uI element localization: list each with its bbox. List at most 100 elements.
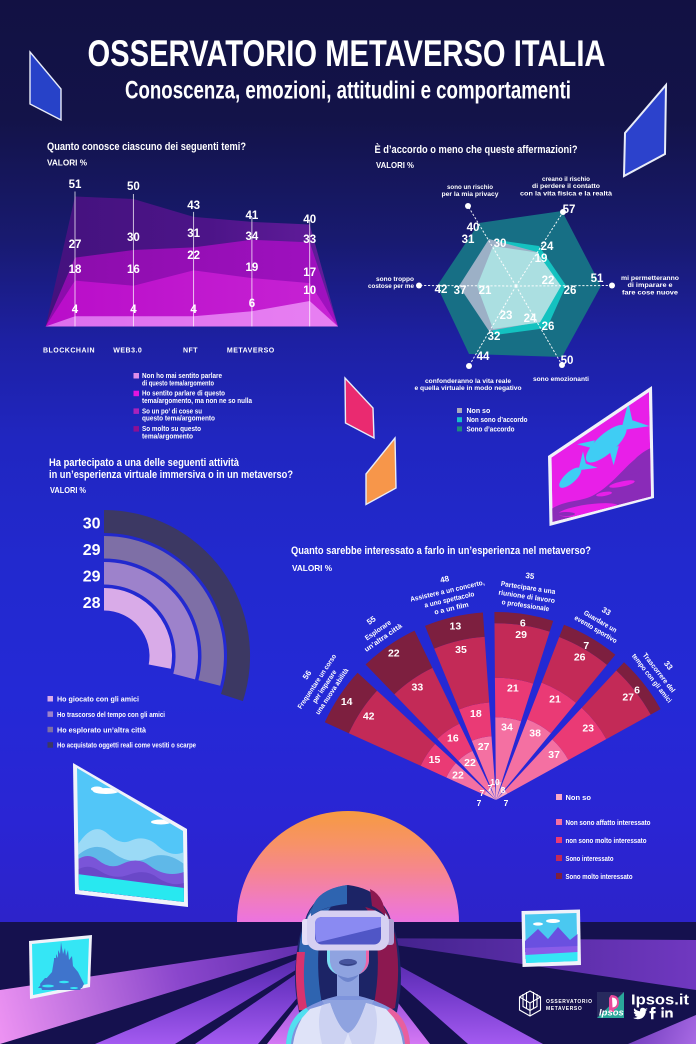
svg-text:7: 7	[488, 783, 493, 793]
svg-text:15: 15	[429, 754, 441, 766]
svg-text:6: 6	[520, 618, 526, 630]
svg-text:24: 24	[541, 241, 554, 253]
svg-text:34: 34	[246, 231, 259, 243]
svg-text:16: 16	[127, 264, 140, 276]
svg-text:METAVERSO: METAVERSO	[227, 348, 275, 355]
svg-text:mi permetteranno: mi permetteranno	[621, 275, 679, 282]
svg-text:22: 22	[187, 250, 200, 262]
svg-text:34: 34	[501, 722, 513, 734]
svg-text:Non so: Non so	[467, 408, 491, 415]
svg-text:23: 23	[582, 723, 594, 735]
svg-text:sono un rischio: sono un rischio	[447, 184, 493, 191]
svg-text:sono troppo: sono troppo	[376, 276, 414, 283]
svg-text:26: 26	[564, 285, 577, 297]
svg-text:14: 14	[341, 696, 353, 708]
svg-text:OSSERVATORIO: OSSERVATORIO	[546, 999, 593, 1005]
svg-text:32: 32	[488, 331, 501, 343]
svg-text:17: 17	[303, 267, 316, 279]
svg-text:22: 22	[388, 648, 400, 660]
svg-text:di perdere il contatto: di perdere il contatto	[532, 183, 600, 190]
svg-text:18: 18	[69, 264, 82, 276]
svg-text:50: 50	[561, 355, 574, 367]
svg-text:Quanto sarebbe interessato a f: Quanto sarebbe interessato a farlo in un…	[291, 545, 591, 557]
svg-text:6: 6	[634, 684, 640, 696]
svg-text:30: 30	[83, 516, 101, 533]
svg-text:55: 55	[365, 614, 378, 627]
svg-text:in un’esperienza virtuale imme: in un’esperienza virtuale immersiva o in…	[49, 469, 293, 481]
svg-text:non sono molto interessato: non sono molto interessato	[566, 836, 647, 845]
svg-text:21: 21	[549, 694, 561, 706]
svg-text:27: 27	[622, 691, 634, 703]
svg-text:7: 7	[480, 788, 485, 798]
svg-text:Sono molto interessato: Sono molto interessato	[566, 872, 633, 881]
svg-text:questo tema/argomento: questo tema/argomento	[142, 416, 215, 423]
svg-text:42: 42	[435, 284, 448, 296]
svg-text:4: 4	[72, 304, 79, 316]
svg-text:WEB3.0: WEB3.0	[113, 348, 142, 355]
svg-text:42: 42	[363, 710, 375, 722]
svg-text:57: 57	[563, 204, 576, 216]
svg-text:30: 30	[127, 232, 140, 244]
svg-text:Non sono affatto interessato: Non sono affatto interessato	[566, 818, 651, 827]
svg-text:40: 40	[467, 222, 480, 234]
svg-text:VALORI %: VALORI %	[376, 160, 414, 170]
svg-text:4: 4	[130, 304, 137, 316]
svg-text:Non so: Non so	[566, 793, 592, 802]
svg-text:7: 7	[477, 798, 482, 808]
svg-text:50: 50	[127, 181, 140, 193]
svg-text:33: 33	[600, 605, 613, 618]
svg-text:21: 21	[507, 683, 519, 695]
svg-text:29: 29	[83, 569, 101, 586]
svg-text:costose per me: costose per me	[368, 283, 414, 290]
svg-text:23: 23	[500, 310, 513, 322]
svg-text:30: 30	[494, 238, 507, 250]
svg-text:13: 13	[450, 620, 462, 632]
svg-text:43: 43	[187, 200, 200, 212]
svg-text:37: 37	[454, 285, 467, 297]
svg-text:Quanto conosce ciascuno dei se: Quanto conosce ciascuno dei seguenti tem…	[47, 141, 246, 153]
svg-text:Sono interessato: Sono interessato	[566, 854, 614, 863]
svg-text:sono emozionanti: sono emozionanti	[533, 376, 589, 383]
svg-text:METAVERSO: METAVERSO	[546, 1006, 582, 1012]
svg-text:fare cose nuove: fare cose nuove	[622, 289, 678, 296]
svg-text:So un po’ di cose su: So un po’ di cose su	[142, 408, 202, 415]
svg-text:40: 40	[303, 214, 316, 226]
svg-text:Sono d’accordo: Sono d’accordo	[467, 426, 515, 433]
svg-text:per la mia privacy: per la mia privacy	[442, 191, 499, 198]
svg-text:tema/argomento, ma non ne so n: tema/argomento, ma non ne so nulla	[142, 398, 252, 405]
svg-text:48: 48	[439, 574, 450, 585]
svg-text:44: 44	[477, 351, 490, 363]
svg-text:Conoscenza, emozioni, attitudi: Conoscenza, emozioni, attitudini e compo…	[125, 77, 571, 105]
svg-text:10: 10	[303, 285, 316, 297]
svg-text:16: 16	[447, 733, 459, 745]
svg-text:51: 51	[69, 179, 82, 191]
svg-text:So molto su questo: So molto su questo	[142, 426, 201, 433]
svg-text:56: 56	[301, 668, 314, 681]
svg-text:22: 22	[452, 770, 464, 782]
svg-text:NFT: NFT	[183, 348, 198, 355]
svg-text:7: 7	[583, 640, 589, 652]
svg-text:Ho sentito parlare di questo: Ho sentito parlare di questo	[142, 391, 225, 398]
svg-text:Ipsos: Ipsos	[599, 1008, 624, 1019]
svg-text:24: 24	[524, 313, 537, 325]
svg-text:tema/argomento: tema/argomento	[142, 433, 193, 440]
svg-text:VALORI %: VALORI %	[292, 563, 332, 573]
svg-text:Ho acquistato oggetti reali co: Ho acquistato oggetti reali come vestiti…	[57, 741, 196, 750]
svg-text:37: 37	[548, 749, 560, 761]
svg-text:27: 27	[478, 741, 490, 753]
svg-text:creano il rischio: creano il rischio	[542, 176, 590, 183]
svg-text:7: 7	[504, 798, 509, 808]
svg-text:BLOCKCHAIN: BLOCKCHAIN	[43, 348, 95, 355]
svg-text:VALORI %: VALORI %	[50, 485, 86, 495]
svg-text:Ha partecipato a una delle seg: Ha partecipato a una delle seguenti atti…	[49, 457, 240, 469]
svg-text:Ho esplorato un’altra città: Ho esplorato un’altra città	[57, 725, 147, 734]
svg-text:Non ho mai sentito parlare: Non ho mai sentito parlare	[142, 373, 222, 380]
svg-text:OSSERVATORIO METAVERSO ITALIA: OSSERVATORIO METAVERSO ITALIA	[88, 33, 606, 74]
svg-text:27: 27	[69, 239, 82, 251]
svg-text:33: 33	[303, 234, 316, 246]
svg-text:26: 26	[542, 321, 555, 333]
svg-text:4: 4	[190, 304, 197, 316]
svg-text:33: 33	[412, 682, 424, 694]
svg-text:Ho giocato con gli amici: Ho giocato con gli amici	[57, 695, 139, 704]
svg-text:Non sono d’accordo: Non sono d’accordo	[467, 417, 528, 424]
